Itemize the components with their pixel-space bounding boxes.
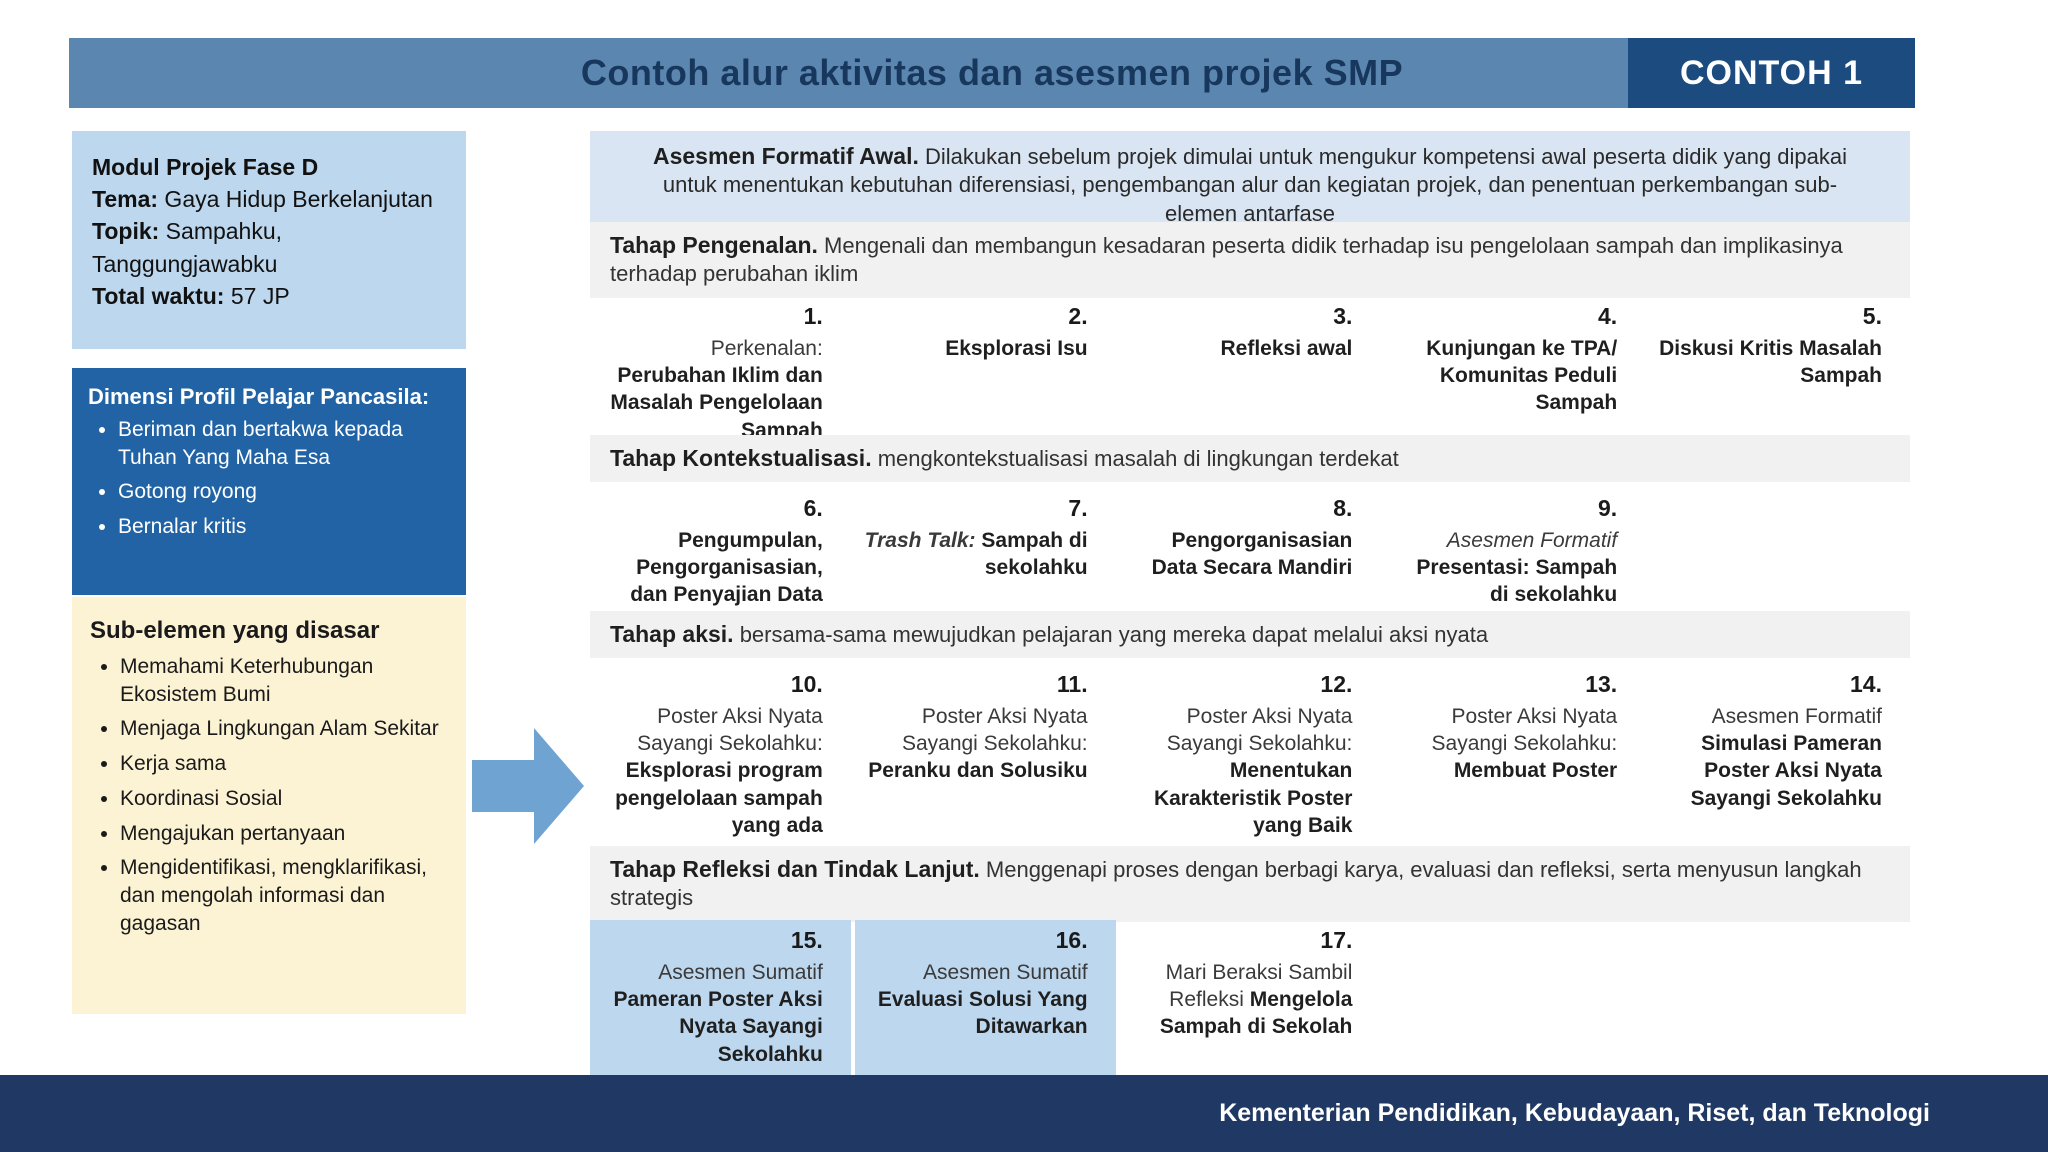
header-bar: Contoh alur aktivitas dan asesmen projek… (69, 38, 1915, 108)
module-row-tema: Tema: Gaya Hidup Berkelanjutan (92, 186, 433, 213)
module-title: Modul Projek Fase D (92, 151, 446, 183)
activity-item-1: 1. Perkenalan: Perubahan Iklim dan Masal… (590, 296, 851, 454)
activity-text: Poster Aksi Nyata Sayangi Sekolahku: Men… (1153, 704, 1353, 838)
contoh-badge: CONTOH 1 (1628, 38, 1915, 108)
activity-number: 5. (1862, 303, 1882, 329)
stage-aksi-activities: 10. Poster Aksi Nyata Sayangi Sekolahku:… (590, 664, 1910, 849)
module-info-box: Modul Projek Fase D Tema: Gaya Hidup Ber… (72, 131, 466, 349)
banner-text: Dilakukan sebelum projek dimulai untuk m… (662, 144, 1848, 226)
activity-item-16: 16. Asesmen Sumatif Evaluasi Solusi Yang… (854, 920, 1116, 1079)
activity-text: Refleksi awal (1220, 336, 1353, 360)
activity-number: 7. (1068, 495, 1088, 521)
dimensi-title: Dimensi Profil Pelajar Pancasila: (88, 384, 430, 409)
activity-number: 12. (1320, 671, 1353, 697)
module-title-text: Modul Projek Fase D (92, 154, 319, 180)
activity-text: Asesmen Sumatif Pameran Poster Aksi Nyat… (613, 960, 823, 1066)
module-row-waktu: Total waktu: 57 JP (92, 282, 290, 309)
activity-text: Eksplorasi Isu (945, 336, 1088, 360)
activity-item-8: 8. Pengorganisasian Data Secara Mandiri (1120, 488, 1381, 619)
activity-number: 17. (1320, 927, 1353, 953)
activity-number: 9. (1598, 495, 1618, 521)
sub-elemen-list: Memahami Keterhubungan Ekosistem Bumi Me… (90, 653, 448, 937)
activity-text: Pengumpulan, Pengorganisasian, dan Penya… (630, 528, 823, 607)
activity-item-17: 17. Mari Beraksi Sambil Refleksi Mengelo… (1120, 920, 1381, 1078)
list-item: Mengajukan pertanyaan (120, 820, 448, 848)
activity-item-5: 5. Diskusi Kritis Masalah Sampah (1649, 296, 1910, 454)
activity-item-11: 11. Poster Aksi Nyata Sayangi Sekolahku:… (855, 664, 1116, 849)
list-item: Mengidentifikasi, mengklarifikasi, dan m… (120, 854, 448, 937)
activity-text: Mari Beraksi Sambil Refleksi Mengelola S… (1159, 960, 1353, 1039)
activity-text: Asesmen Formatif Presentasi: Sampah di s… (1416, 528, 1618, 607)
list-item: Beriman dan bertakwa kepada Tuhan Yang M… (118, 416, 450, 471)
activity-item-6: 6. Pengumpulan, Pengorganisasian, dan Pe… (590, 488, 851, 619)
stage-aksi-header: Tahap aksi. bersama-sama mewujudkan pela… (590, 611, 1910, 659)
list-item: Menjaga Lingkungan Alam Sekitar (120, 715, 448, 743)
activity-text: Poster Aksi Nyata Sayangi Sekolahku: Eks… (615, 704, 823, 838)
list-item: Gotong royong (118, 478, 450, 506)
activity-item-2: 2. Eksplorasi Isu (855, 296, 1116, 454)
formative-assessment-banner: Asesmen Formatif Awal. Dilakukan sebelum… (590, 131, 1910, 239)
footer-text: Kementerian Pendidikan, Kebudayaan, Rise… (1219, 1099, 1930, 1127)
activity-number: 11. (1056, 671, 1088, 697)
activity-item-14: 14. Asesmen Formatif Simulasi Pameran Po… (1649, 664, 1910, 849)
list-item: Koordinasi Sosial (120, 785, 448, 813)
activity-number: 1. (803, 303, 823, 329)
stage-refleksi-header: Tahap Refleksi dan Tindak Lanjut. Mengge… (590, 846, 1910, 922)
activity-number: 14. (1850, 671, 1882, 697)
activity-item-3: 3. Refleksi awal (1120, 296, 1381, 454)
activity-item-4: 4. Kunjungan ke TPA/ Komunitas Peduli Sa… (1384, 296, 1645, 454)
stage-pengenalan-header: Tahap Pengenalan. Mengenali dan membangu… (590, 222, 1910, 298)
stage-kontekstualisasi-header: Tahap Kontekstualisasi. mengkontekstuali… (590, 435, 1910, 483)
activity-number: 15. (790, 927, 823, 953)
activity-number: 10. (790, 671, 823, 697)
activity-item-7: 7. Trash Talk: Sampah di sekolahku (855, 488, 1116, 619)
activity-item-9: 9. Asesmen Formatif Presentasi: Sampah d… (1384, 488, 1645, 619)
activity-number: 2. (1068, 303, 1088, 329)
activity-text: Kunjungan ke TPA/ Komunitas Peduli Sampa… (1426, 336, 1618, 415)
list-item: Memahami Keterhubungan Ekosistem Bumi (120, 653, 448, 708)
activity-number: 4. (1598, 303, 1618, 329)
activity-item-10: 10. Poster Aksi Nyata Sayangi Sekolahku:… (590, 664, 851, 849)
flow-arrow-icon (472, 728, 584, 844)
sidebar: Modul Projek Fase D Tema: Gaya Hidup Ber… (72, 131, 466, 1014)
activity-number: 13. (1585, 671, 1618, 697)
list-item: Bernalar kritis (118, 513, 450, 541)
banner-bold-text: Asesmen Formatif Awal. (652, 143, 919, 169)
main-content: Asesmen Formatif Awal. Dilakukan sebelum… (590, 0, 1910, 1152)
footer-bar: Kementerian Pendidikan, Kebudayaan, Rise… (0, 1075, 2048, 1152)
activity-item-13: 13. Poster Aksi Nyata Sayangi Sekolahku:… (1384, 664, 1645, 849)
activity-number: 16. (1055, 927, 1088, 953)
dimensi-profil-box: Dimensi Profil Pelajar Pancasila: Berima… (72, 368, 466, 595)
activity-number: 6. (803, 495, 823, 521)
activity-item-15: 15. Asesmen Sumatif Pameran Poster Aksi … (590, 920, 851, 1079)
activity-text: Asesmen Sumatif Evaluasi Solusi Yang Dit… (877, 960, 1088, 1039)
activity-text: Diskusi Kritis Masalah Sampah (1659, 336, 1882, 388)
dimensi-list: Beriman dan bertakwa kepada Tuhan Yang M… (88, 416, 450, 541)
sub-elemen-box: Sub-elemen yang disasar Memahami Keterhu… (72, 597, 466, 1014)
activity-number: 3. (1333, 303, 1353, 329)
activity-item-12: 12. Poster Aksi Nyata Sayangi Sekolahku:… (1120, 664, 1381, 849)
sub-elemen-title: Sub-elemen yang disasar (90, 617, 380, 644)
activity-text: Poster Aksi Nyata Sayangi Sekolahku: Per… (868, 704, 1088, 783)
activity-text: Asesmen Formatif Simulasi Pameran Poster… (1690, 704, 1882, 810)
activity-text: Trash Talk: Sampah di sekolahku (864, 528, 1088, 580)
activity-text: Pengorganisasian Data Secara Mandiri (1151, 528, 1353, 580)
activity-text: Perkenalan: Perubahan Iklim dan Masalah … (610, 336, 823, 442)
module-row-topik: Topik: Sampahku, Tanggungjawabku (92, 218, 283, 277)
stage-pengenalan-activities: 1. Perkenalan: Perubahan Iklim dan Masal… (590, 296, 1910, 454)
list-item: Kerja sama (120, 750, 448, 778)
activity-text: Poster Aksi Nyata Sayangi Sekolahku: Mem… (1431, 704, 1618, 783)
stage-refleksi-activities: 15. Asesmen Sumatif Pameran Poster Aksi … (590, 920, 1910, 1079)
activity-number: 8. (1333, 495, 1353, 521)
page-title: Contoh alur aktivitas dan asesmen projek… (580, 52, 1404, 93)
stage-kontekstualisasi-activities: 6. Pengumpulan, Pengorganisasian, dan Pe… (590, 488, 1910, 619)
